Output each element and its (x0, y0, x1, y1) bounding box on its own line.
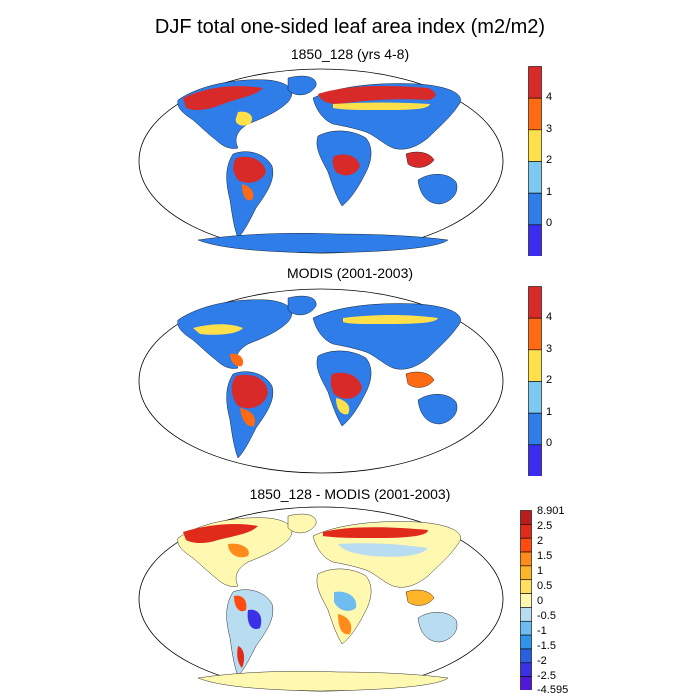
colorbar-swatch (528, 161, 542, 194)
africa-forest (332, 154, 360, 176)
colorbar-swatches (528, 286, 542, 476)
colorbar-tick: -4.595 (537, 684, 569, 696)
colorbar-swatch (520, 579, 532, 594)
world-map-difference (138, 506, 504, 692)
panel-title: 1850_128 - MODIS (2001-2003) (249, 486, 451, 502)
colorbar-tick: 1.5 (537, 550, 553, 562)
world-map-modis (138, 288, 504, 474)
colorbar-swatch (528, 192, 542, 226)
colorbar-tick: -2.5 (537, 670, 556, 682)
colorbar-swatch (520, 607, 532, 622)
colorbar-tick: 0 (537, 595, 544, 607)
amazon-edge (242, 184, 254, 201)
colorbar-3 (520, 510, 532, 690)
colorbar-tick: -1 (537, 625, 547, 637)
colorbar-swatch (520, 620, 532, 636)
colorbar-swatch (520, 593, 532, 608)
panel-title: 1850_128 (yrs 4-8) (290, 46, 410, 62)
colorbar-swatch (528, 97, 542, 131)
australia (417, 174, 458, 205)
eurasia-band (333, 102, 430, 110)
north-america (177, 299, 293, 369)
eurasia-band (343, 315, 438, 324)
north-america-band (193, 324, 243, 335)
colorbar-swatch (528, 349, 542, 382)
australia (417, 394, 458, 425)
world-map-1850-128 (138, 68, 504, 254)
antarctica (197, 671, 449, 692)
africa-forest (330, 372, 362, 399)
greenland (287, 513, 317, 534)
colorbar-swatch (528, 129, 542, 162)
colorbar-tick: 1 (537, 565, 544, 577)
colorbar-swatch (528, 286, 542, 319)
colorbar-swatch (528, 381, 542, 414)
colorbar-tick: -0.5 (537, 610, 556, 622)
colorbar-2 (528, 286, 542, 476)
colorbar-tick: 3 (546, 123, 553, 135)
north-america-forest (183, 524, 258, 543)
se-asia (405, 151, 435, 168)
colorbar-tick: 4 (546, 311, 553, 323)
panel-title: MODIS (2001-2003) (286, 265, 414, 281)
amazon-west (234, 595, 247, 612)
colorbar-swatches (520, 510, 532, 690)
colorbar-swatches (528, 66, 542, 256)
greenland (287, 295, 317, 316)
north-america-east (235, 111, 253, 126)
colorbar-swatch (520, 648, 532, 664)
colorbar-swatch (528, 317, 542, 351)
colorbar-tick: -1.5 (537, 640, 556, 652)
eurasia-mid (338, 543, 428, 557)
south-america-south (237, 646, 245, 668)
colorbar-swatch (528, 444, 542, 476)
north-america-east (228, 543, 249, 558)
colorbar-tick: 2.5 (537, 520, 553, 532)
colorbar-tick: 0 (546, 217, 553, 229)
colorbar-tick: 3 (546, 343, 553, 355)
colorbar-swatch (528, 224, 542, 256)
se-asia (405, 589, 435, 606)
figure-title: DJF total one-sided leaf area index (m2/… (154, 16, 546, 38)
colorbar-swatch (520, 510, 532, 525)
africa-south (336, 398, 350, 415)
colorbar-swatch (520, 537, 532, 553)
colorbar-tick: -2 (537, 655, 547, 667)
colorbar-tick: 1 (546, 186, 553, 198)
amazon-edge (240, 408, 256, 427)
africa-central (334, 591, 357, 611)
colorbar-tick: 0 (546, 437, 553, 449)
colorbar-tick: 8.901 (537, 505, 565, 517)
greenland (287, 75, 317, 96)
amazon-deficit (247, 609, 262, 630)
colorbar-swatch (520, 676, 532, 690)
colorbar-tick: 2 (546, 154, 553, 166)
colorbar-swatch (520, 524, 532, 539)
colorbar-swatch (520, 634, 532, 650)
colorbar-tick: 2 (537, 535, 544, 547)
colorbar-tick: 0.5 (537, 580, 553, 592)
antarctica (197, 233, 449, 254)
north-america-south (230, 353, 244, 367)
eurasia-forest (323, 527, 428, 538)
colorbar-swatch (528, 66, 542, 99)
colorbar-swatch (520, 662, 532, 677)
africa-south (338, 614, 352, 635)
colorbar-tick: 1 (546, 406, 553, 418)
australia (417, 612, 458, 643)
amazon (231, 374, 268, 409)
eurasia-forest (318, 86, 436, 104)
amazon (233, 156, 266, 183)
north-america-forest (183, 86, 263, 111)
colorbar-swatch (520, 565, 532, 581)
colorbar-tick: 2 (546, 374, 553, 386)
colorbar-swatch (520, 551, 532, 567)
colorbar-tick: 4 (546, 91, 553, 103)
colorbar-swatch (528, 412, 542, 446)
colorbar-1 (528, 66, 542, 256)
se-asia (405, 371, 435, 388)
